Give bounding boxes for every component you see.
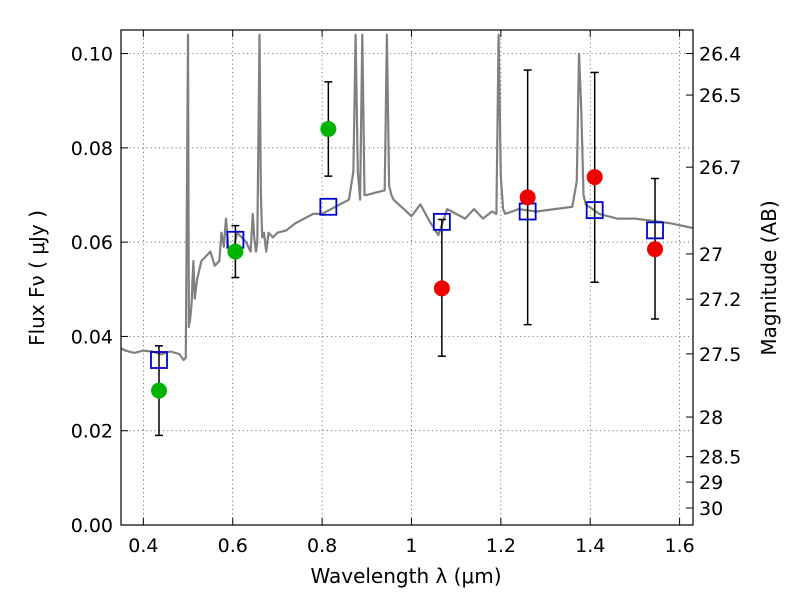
photometry-red-point xyxy=(586,169,603,186)
mag-tick-label: 27.2 xyxy=(699,289,741,311)
y-tick-label: 0.04 xyxy=(71,326,113,348)
photometry-red-point xyxy=(433,280,450,297)
x-tick-label: 1.4 xyxy=(575,535,605,557)
y-tick-label: 0.02 xyxy=(71,421,113,443)
plot-frame xyxy=(120,29,694,526)
model-photometry-square xyxy=(432,212,451,231)
right-axis-label: Magnitude (AB) xyxy=(757,200,781,355)
y-tick-label: 0.10 xyxy=(71,44,113,66)
mag-tick-label: 28 xyxy=(699,407,723,429)
plot-area xyxy=(121,33,693,437)
mag-tick-label: 26.4 xyxy=(699,44,741,66)
y-tick-label: 0.08 xyxy=(71,138,113,160)
model-spectrum-line xyxy=(121,33,693,362)
photometry-red-point xyxy=(647,241,664,258)
x-tick-label: 1 xyxy=(405,535,417,557)
photometry-green-point xyxy=(150,382,167,399)
model-photometry-square xyxy=(646,221,664,240)
mag-tick-label: 28.5 xyxy=(699,447,741,469)
grid xyxy=(121,30,693,526)
mag-tick-label: 29 xyxy=(699,472,723,494)
x-tick-label: 0.8 xyxy=(307,535,337,557)
axes-ticks: 0.4 0.6 0.8 1 1.2 1.4 1.6 0.00 0.02 0.04 0.06 0.08 0… xyxy=(71,30,741,557)
mag-tick-label: 26.7 xyxy=(699,157,741,179)
photometry-green-point xyxy=(227,243,244,260)
y-axis-label: Flux Fν ( μJy ) xyxy=(25,210,49,346)
y-tick-label: 0.06 xyxy=(71,232,113,254)
photometry-red-point xyxy=(519,189,536,206)
x-axis-label: Wavelength λ (μm) xyxy=(310,564,501,588)
y-tick-label: 0.00 xyxy=(71,515,113,537)
model-photometry-square xyxy=(319,197,338,216)
mag-tick-label: 27 xyxy=(699,244,723,266)
mag-tick-label: 27.5 xyxy=(699,344,741,366)
mag-tick-label: 26.5 xyxy=(699,85,741,107)
x-tick-label: 1.2 xyxy=(486,535,516,557)
model-photometry-square xyxy=(150,351,168,369)
photometry-green-point xyxy=(320,121,337,137)
x-tick-label: 1.6 xyxy=(664,535,694,557)
mag-tick-label: 30 xyxy=(699,498,723,520)
model-photometry-square xyxy=(585,201,604,219)
x-tick-label: 0.6 xyxy=(218,535,248,557)
x-tick-label: 0.4 xyxy=(128,535,158,557)
